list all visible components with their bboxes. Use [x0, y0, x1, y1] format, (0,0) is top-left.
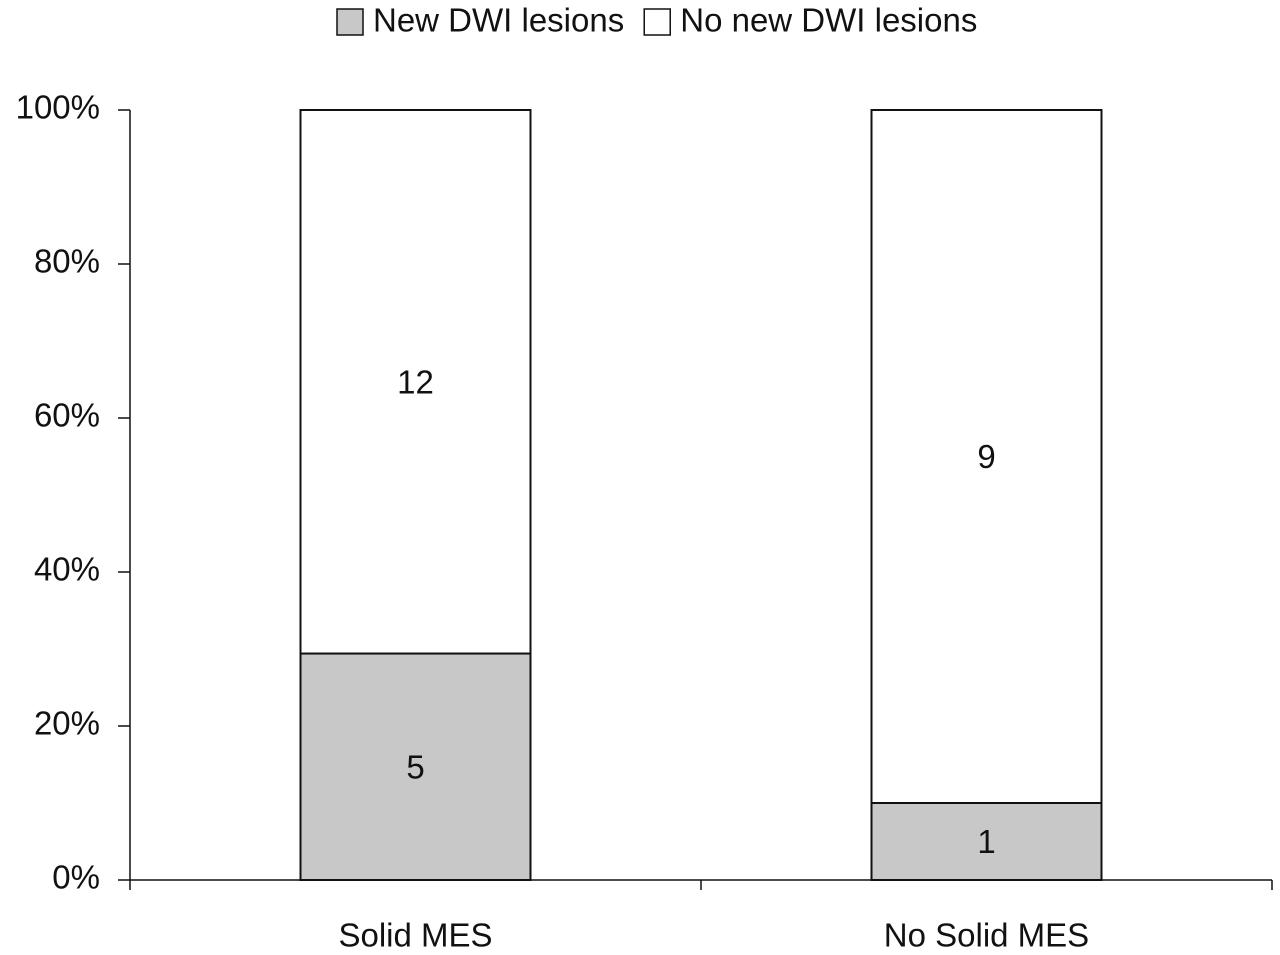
legend-swatch	[336, 8, 364, 36]
y-tick-label: 20%	[34, 705, 100, 742]
x-tick-label: Solid MES	[338, 917, 492, 954]
data-label: 5	[406, 748, 424, 785]
bar-segment	[870, 802, 1103, 881]
y-tick-label: 80%	[34, 243, 100, 280]
legend-swatch	[643, 8, 671, 36]
data-label: 1	[977, 823, 995, 860]
y-tick-label: 100%	[16, 89, 100, 126]
y-tick-label: 0%	[52, 859, 100, 896]
y-tick-label: 40%	[34, 551, 100, 588]
bar-segment	[299, 652, 532, 881]
data-label: 9	[977, 438, 995, 475]
bar-segment	[870, 109, 1103, 804]
bar-segment	[299, 109, 532, 655]
x-tick-label: No Solid MES	[884, 917, 1089, 954]
data-label: 12	[397, 363, 434, 400]
legend-label: New DWI lesions	[373, 2, 624, 39]
y-tick-label: 60%	[34, 397, 100, 434]
legend-label: No new DWI lesions	[680, 2, 977, 39]
